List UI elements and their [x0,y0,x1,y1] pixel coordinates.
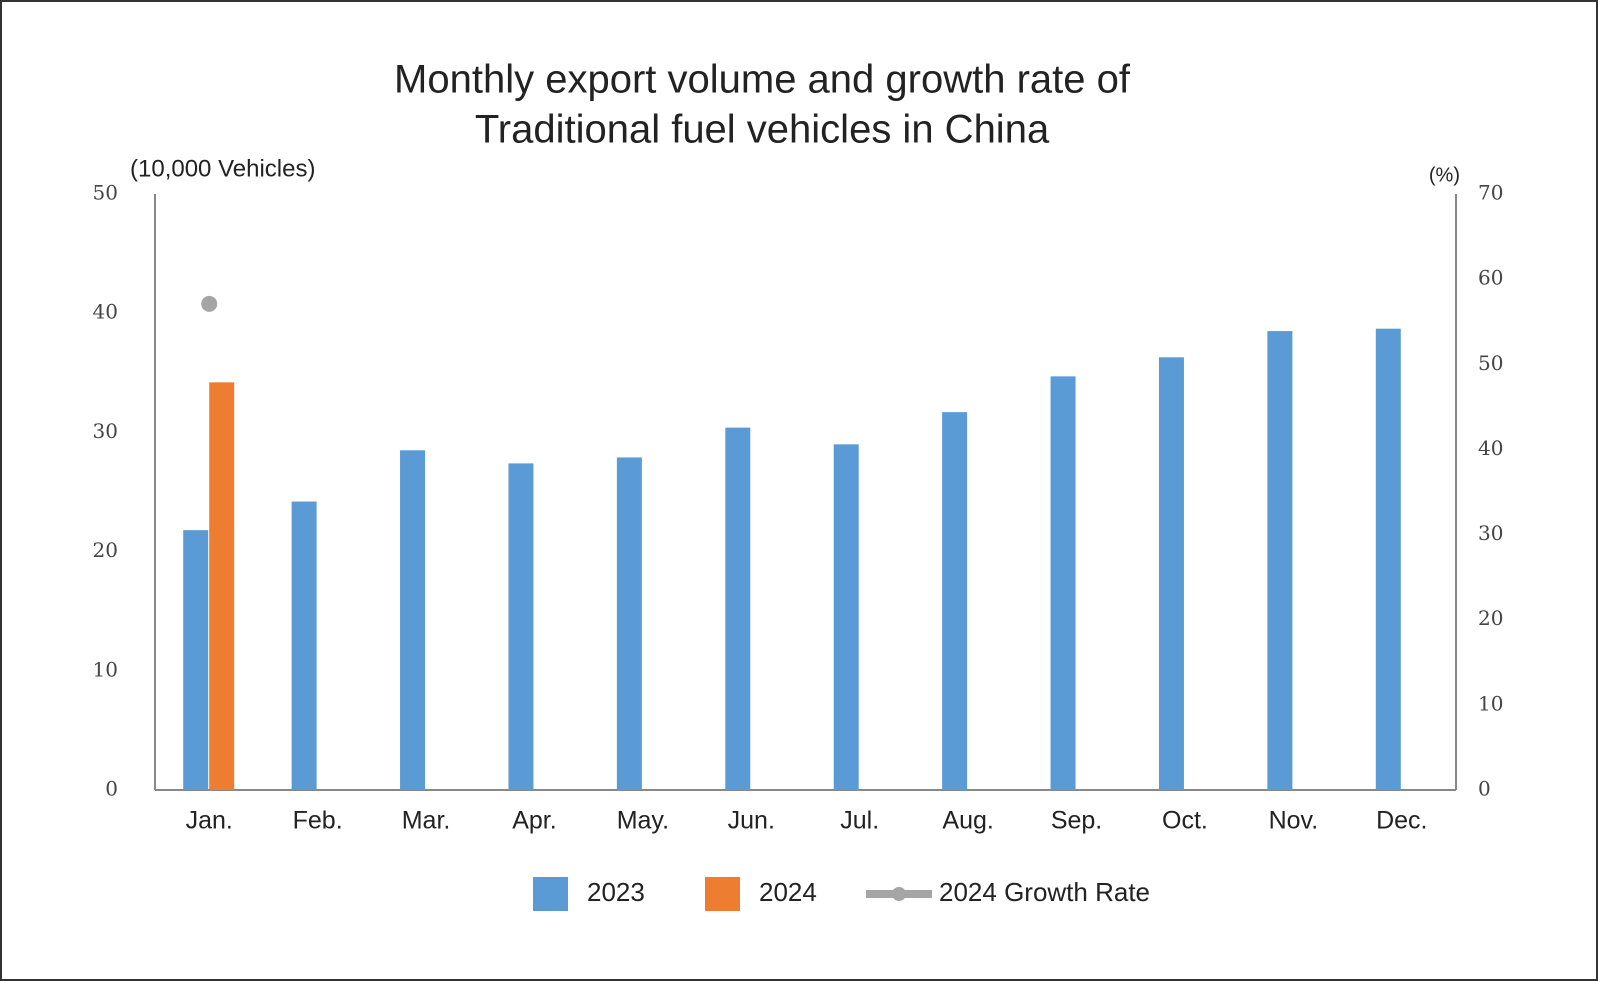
bar [1267,331,1293,790]
x-tick-label: Sep. [1051,807,1102,835]
y2-tick-label: 60 [1478,266,1503,290]
y2-tick-label: 10 [1478,691,1503,715]
x-tick-label: May. [617,807,669,835]
legend-label: 2024 Growth Rate [939,877,1150,907]
y2-tick-label: 20 [1478,606,1503,630]
x-tick-label: Aug. [942,807,993,835]
chart-title: Monthly export volume and growth rate of [394,58,1131,102]
y-tick-label: 0 [105,777,118,801]
y2-tick-label: 30 [1478,521,1503,545]
y-tick-label: 50 [93,181,118,205]
x-tick-label: Apr. [512,807,556,835]
y2-tick-label: 50 [1478,351,1503,375]
bar [616,457,642,790]
y2-tick-label: 40 [1478,436,1503,460]
y-tick-label: 40 [93,300,118,324]
line-point [201,295,218,312]
x-tick-label: Dec. [1376,807,1427,835]
x-tick-label: Jul. [840,807,879,835]
bar [725,427,751,790]
bar [183,530,209,790]
legend-swatch [705,877,740,911]
y-tick-label: 30 [93,419,118,443]
bar [1158,357,1184,790]
y2-tick-label: 0 [1478,777,1491,801]
bar [400,450,426,790]
y2-tick-label: 70 [1478,181,1503,205]
chart-subtitle: Traditional fuel vehicles in China [475,108,1050,152]
bar [209,382,235,790]
x-tick-label: Mar. [402,807,451,835]
legend-label: 2023 [587,877,645,907]
y-axis-label: (10,000 Vehicles) [130,155,315,182]
y-tick-label: 10 [93,657,118,681]
legend-label: 2024 [759,877,817,907]
x-tick-label: Jun. [728,807,775,835]
bar [1050,376,1076,790]
legend-swatch [533,877,568,911]
x-tick-label: Jan. [186,807,233,835]
bar [508,463,534,790]
y2-axis-label: (%) [1429,164,1460,186]
bar [1375,328,1401,790]
bar [291,501,317,790]
x-tick-label: Feb. [293,807,343,835]
bar [942,412,968,790]
x-tick-label: Oct. [1162,807,1208,835]
legend-point [892,887,906,901]
x-tick-label: Nov. [1269,807,1319,835]
y-tick-label: 20 [93,538,118,562]
bar [833,444,859,790]
